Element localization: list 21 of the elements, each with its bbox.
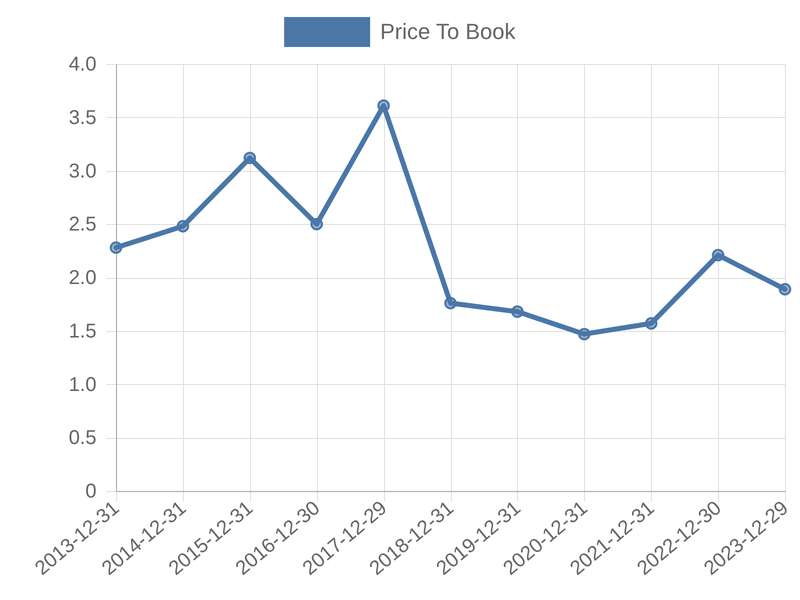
y-tick-label: 1.5 [68, 320, 96, 342]
point [578, 328, 591, 340]
point [377, 99, 390, 112]
point [511, 305, 524, 318]
y-tick-label: 4.0 [68, 54, 96, 76]
point [778, 283, 792, 296]
y-tick-label: 2.5 [68, 214, 96, 236]
point [244, 152, 256, 164]
y-tick-label: 0 [85, 480, 96, 502]
point [110, 241, 122, 254]
point [310, 218, 323, 230]
y-tick-label: 3.0 [68, 160, 96, 182]
point [712, 248, 724, 262]
y-tick-label: 1.0 [68, 374, 96, 396]
y-tick-label: 3.5 [68, 106, 96, 129]
point [176, 220, 190, 232]
legend-label: Price To Book [380, 19, 516, 44]
y-tick-label: 2.0 [68, 267, 96, 289]
point [444, 296, 457, 310]
y-tick-label: 0.5 [68, 427, 96, 450]
point [644, 317, 658, 330]
